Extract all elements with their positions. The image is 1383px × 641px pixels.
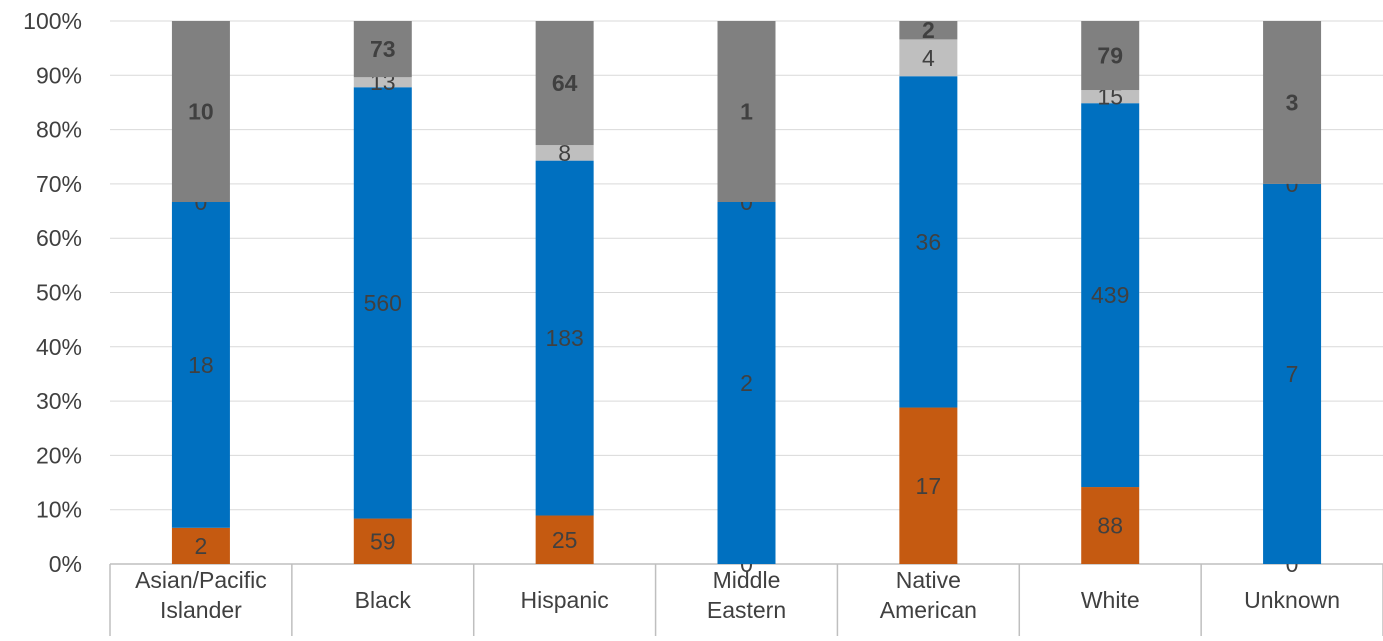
x-category-label-line: Unknown [1244,587,1340,613]
x-category-label: White [1081,587,1140,613]
data-label: 25 [552,527,578,553]
bar-segment [1081,21,1140,91]
x-category-label-line: Asian/Pacific [135,567,267,593]
data-label: 88 [1097,513,1123,539]
data-label: 439 [1091,282,1129,308]
y-tick-label: 30% [36,388,82,414]
x-category-label-line: Eastern [707,597,786,623]
data-label: 17 [916,473,942,499]
y-tick-label: 20% [36,442,82,468]
bar-segment [171,202,230,528]
data-label: 2 [195,533,208,559]
bar-segment [1263,21,1322,184]
bar-segment [171,21,230,202]
data-label: 1 [740,99,753,125]
bar-segment [1263,183,1322,564]
bar-segment [171,527,230,564]
data-label: 8 [558,140,571,166]
y-tick-label: 90% [36,62,82,88]
data-label: 18 [188,352,214,378]
bar-segment [899,407,958,564]
y-tick-label: 0% [49,551,82,577]
bar-segment [535,21,594,146]
bar-segment [1081,103,1140,488]
x-category-label: Middle Eastern [707,567,786,623]
data-label: 3 [1286,89,1299,115]
bar-segment [535,515,594,564]
x-category-label: Hispanic [521,587,609,613]
bar-segment [1081,487,1140,564]
x-category-label-line: American [880,597,977,623]
y-tick-label: 60% [36,225,82,251]
data-label: 64 [552,70,578,96]
y-tick-label: 100% [23,8,82,34]
x-category-label-line: Native [896,567,961,593]
y-axis: 0% 10% 20% 30% 40% 50% 60% 70% 80% 90% 100% [23,8,82,577]
x-category-label-line: Hispanic [521,587,609,613]
data-label: 36 [916,229,942,255]
bar-segment [899,39,958,77]
x-category-label: Native American [880,567,977,623]
bar-segment [899,21,958,40]
data-label: 2 [922,17,935,43]
x-category-label-line: Middle [713,567,781,593]
bar-segment [1081,90,1140,104]
data-label: 59 [370,528,396,554]
x-category-label-line: White [1081,587,1140,613]
data-label: 560 [364,290,402,316]
x-category-label-line: Islander [160,597,242,623]
bar-segment [353,87,412,519]
data-label: 183 [545,325,583,351]
bar-segment [717,21,776,202]
bar-segment [353,77,412,88]
bar-segment [717,202,776,564]
y-tick-label: 70% [36,171,82,197]
y-tick-label: 50% [36,280,82,306]
data-label: 7 [1286,361,1299,387]
bar-segment [535,145,594,161]
x-category-label: Black [355,587,412,613]
y-tick-label: 10% [36,497,82,523]
bar-segment [353,518,412,564]
data-label: 73 [370,36,396,62]
data-label: 10 [188,99,214,125]
data-label: 4 [922,45,935,71]
bar-segment [353,21,412,78]
data-label: 2 [740,370,753,396]
bar-segment [899,76,958,408]
data-label: 79 [1097,43,1123,69]
x-category-label: Asian/Pacific Islander [135,567,267,623]
y-tick-label: 80% [36,117,82,143]
x-category-label-line: Black [355,587,412,613]
bar-segment [535,160,594,516]
x-category-label: Unknown [1244,587,1340,613]
y-tick-label: 40% [36,334,82,360]
